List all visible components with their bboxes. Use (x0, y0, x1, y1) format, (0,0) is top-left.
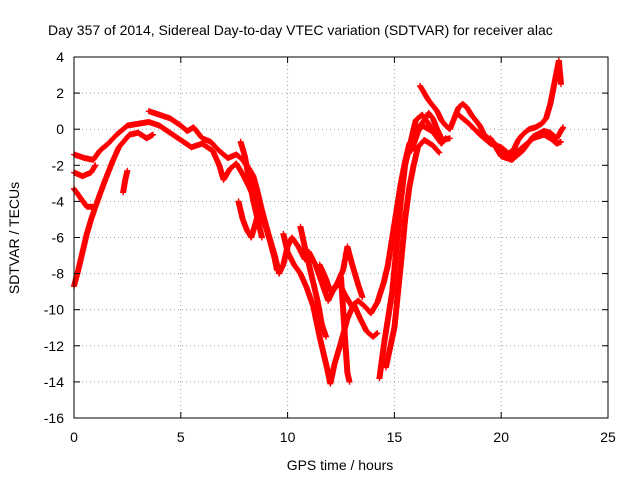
data-point-markers (120, 167, 131, 196)
data-point-markers (297, 223, 330, 340)
y-tick-label: -4 (52, 193, 65, 209)
x-tick-label: 0 (70, 429, 78, 445)
x-tick-label: 10 (280, 429, 296, 445)
y-tick-label: -8 (52, 266, 65, 282)
x-tick-label: 15 (387, 429, 403, 445)
chart-title: Day 357 of 2014, Sidereal Day-to-day VTE… (48, 22, 553, 38)
grid-lines (74, 57, 608, 418)
series-track-8 (237, 138, 265, 241)
data-series (71, 57, 567, 387)
y-tick-label: -14 (44, 374, 64, 390)
axis-ticks (73, 56, 609, 419)
y-tick-label: -10 (44, 302, 64, 318)
x-tick-label: 20 (493, 429, 509, 445)
y-tick-label: -12 (44, 338, 64, 354)
y-axis-label: SDTVAR / TECUs (6, 182, 22, 294)
data-point-markers (382, 137, 443, 371)
x-axis-label: GPS time / hours (287, 457, 394, 473)
y-tick-label: 4 (56, 49, 64, 65)
y-tick-label: -16 (44, 410, 64, 426)
series-track-5 (120, 167, 131, 196)
data-point-markers (408, 110, 445, 154)
series-track-12 (338, 274, 353, 385)
data-point-markers (487, 124, 567, 163)
y-tick-label: 2 (56, 85, 64, 101)
data-point-markers (316, 243, 366, 301)
data-point-markers (71, 129, 157, 290)
y-tick-label: 0 (56, 121, 64, 137)
series-track-11 (316, 243, 366, 301)
y-tick-label: -6 (52, 230, 65, 246)
data-point-markers (376, 111, 449, 382)
data-point-markers (237, 138, 265, 241)
data-point-markers (338, 274, 353, 385)
series-track-18 (487, 124, 567, 163)
x-tick-label: 25 (600, 429, 616, 445)
series-track-13 (376, 111, 449, 382)
x-tick-label: 5 (177, 429, 185, 445)
series-track-14 (382, 137, 443, 371)
y-tick-label: -2 (52, 157, 65, 173)
series-track-4 (71, 129, 157, 290)
series-track-10 (297, 223, 330, 340)
series-track-15 (408, 110, 445, 154)
